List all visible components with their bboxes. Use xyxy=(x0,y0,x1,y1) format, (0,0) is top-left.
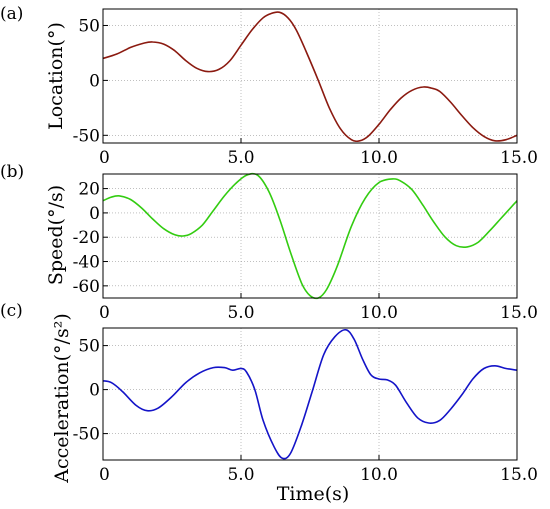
x-tick-label-a: 5.0 xyxy=(227,148,254,168)
y-tick-label-a: 50 xyxy=(78,16,100,36)
y-tick-label-c: 0 xyxy=(89,381,100,401)
x-tick-label-c: 0 xyxy=(99,465,110,485)
panel-label-c: (c) xyxy=(0,301,23,321)
series-line-c xyxy=(102,328,518,460)
series-line-b xyxy=(102,172,518,300)
series-line-a xyxy=(102,11,518,143)
y-tick-label-b: 0 xyxy=(89,204,100,224)
y-tick-label-a: 0 xyxy=(89,71,100,91)
panel-b: (b) Speed(°/s) 20 0 -20 -40 -60 0 5.0 10.0 15.0 xyxy=(0,162,538,323)
x-tick-label-c: 10.0 xyxy=(360,465,398,485)
y-tick-label-b: -60 xyxy=(73,277,100,297)
x-tick-label-a: 10.0 xyxy=(360,148,398,168)
x-tick-label-b: 10.0 xyxy=(360,303,398,323)
y-tick-label-b: 20 xyxy=(78,180,100,200)
panel-label-b: (b) xyxy=(0,162,24,182)
y-tick-label-b: -40 xyxy=(73,253,100,273)
x-tick-label-b: 15.0 xyxy=(500,303,538,323)
x-tick-label-a: 15.0 xyxy=(500,148,538,168)
panel-c: (c) Acceleration(°/s²) 50 0 -50 0 5.0 10.0 15.… xyxy=(0,301,538,485)
panel-a: (a) Location(°) 500-500 5.0 10.0 15.0 xyxy=(0,4,538,168)
ylabel-b: Speed(°/s) xyxy=(45,185,67,285)
y-tick-label-b: -20 xyxy=(73,228,100,248)
panel-label-a: (a) xyxy=(0,4,23,24)
y-tick-label-a: -50 xyxy=(73,126,100,146)
y-tick-label-c: -50 xyxy=(73,425,100,445)
x-tick-label-a: 0 xyxy=(99,148,110,168)
x-tick-label-b: 5.0 xyxy=(227,303,254,323)
y-tick-label-c: 50 xyxy=(78,337,100,357)
x-axis-label: Time(s) xyxy=(277,483,350,505)
plot-frame-b xyxy=(102,173,518,299)
x-tick-label-c: 15.0 xyxy=(500,465,538,485)
x-tick-label-c: 5.0 xyxy=(227,465,254,485)
plot-frame-a xyxy=(102,8,518,144)
ylabel-c: Acceleration(°/s²) xyxy=(51,313,73,483)
x-tick-label-b: 0 xyxy=(99,303,110,323)
ylabel-a: Location(°) xyxy=(45,22,67,130)
plot-frame-c xyxy=(102,327,518,461)
